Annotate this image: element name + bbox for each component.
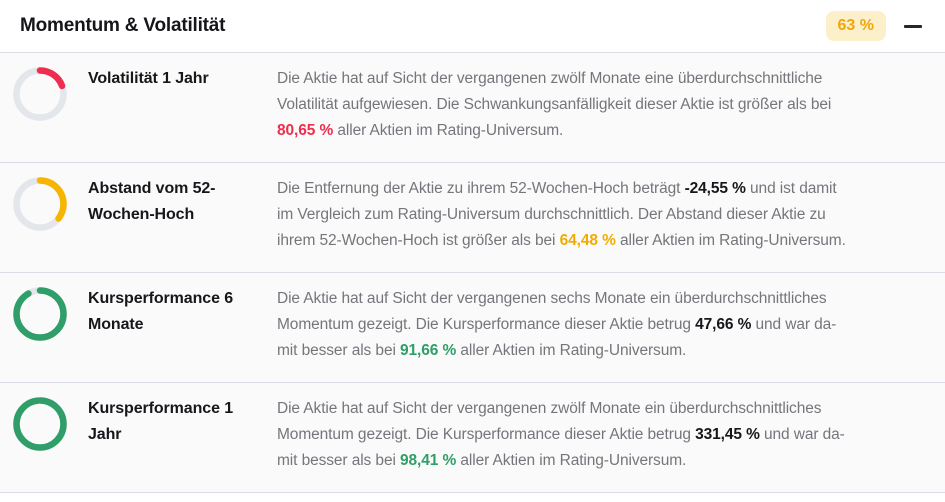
- metric-row-performance-1y: Kursperformance 1 Jahr Die Aktie hat auf…: [0, 382, 945, 492]
- section-title: Momentum & Volatilität: [20, 15, 226, 36]
- gauge-volatility-1y: [13, 66, 88, 162]
- metric-label: Volatilität 1 Jahr: [88, 70, 209, 87]
- donut-gauge-icon: [13, 177, 67, 231]
- metric-description: Die Aktie hat auf Sicht der vergangenen …: [277, 290, 837, 359]
- score-badge: 63 %: [825, 11, 886, 41]
- gauge-performance-1y: [13, 396, 88, 492]
- metric-label: Abstand vom 52-Wochen-Hoch: [88, 180, 216, 223]
- metric-row-volatility-1y: Volatilität 1 Jahr Die Aktie hat auf Sic…: [0, 52, 945, 162]
- metric-row-performance-6m: Kursperformance 6 Monate Die Aktie hat a…: [0, 272, 945, 382]
- metric-rows: Volatilität 1 Jahr Die Aktie hat auf Sic…: [0, 52, 945, 493]
- collapse-button[interactable]: [903, 16, 923, 36]
- metric-row-distance-52w-high: Abstand vom 52-Wochen-Hoch Die Entfernun…: [0, 162, 945, 272]
- metric-description: Die Aktie hat auf Sicht der vergangenen …: [277, 400, 845, 469]
- section-header: Momentum & Volatilität 63 %: [0, 0, 945, 52]
- donut-gauge-icon: [13, 287, 67, 341]
- minus-icon: [904, 24, 922, 28]
- metric-label: Kursperformance 1 Jahr: [88, 400, 234, 443]
- gauge-distance-52w-high: [13, 176, 88, 272]
- donut-gauge-icon: [13, 397, 67, 451]
- metric-description: Die Entfernung der Aktie zu ihrem 52-Woc…: [277, 180, 846, 249]
- donut-gauge-icon: [13, 67, 67, 121]
- gauge-performance-6m: [13, 286, 88, 382]
- metric-description: Die Aktie hat auf Sicht der vergangenen …: [277, 70, 832, 139]
- metric-label: Kursperformance 6 Monate: [88, 290, 234, 333]
